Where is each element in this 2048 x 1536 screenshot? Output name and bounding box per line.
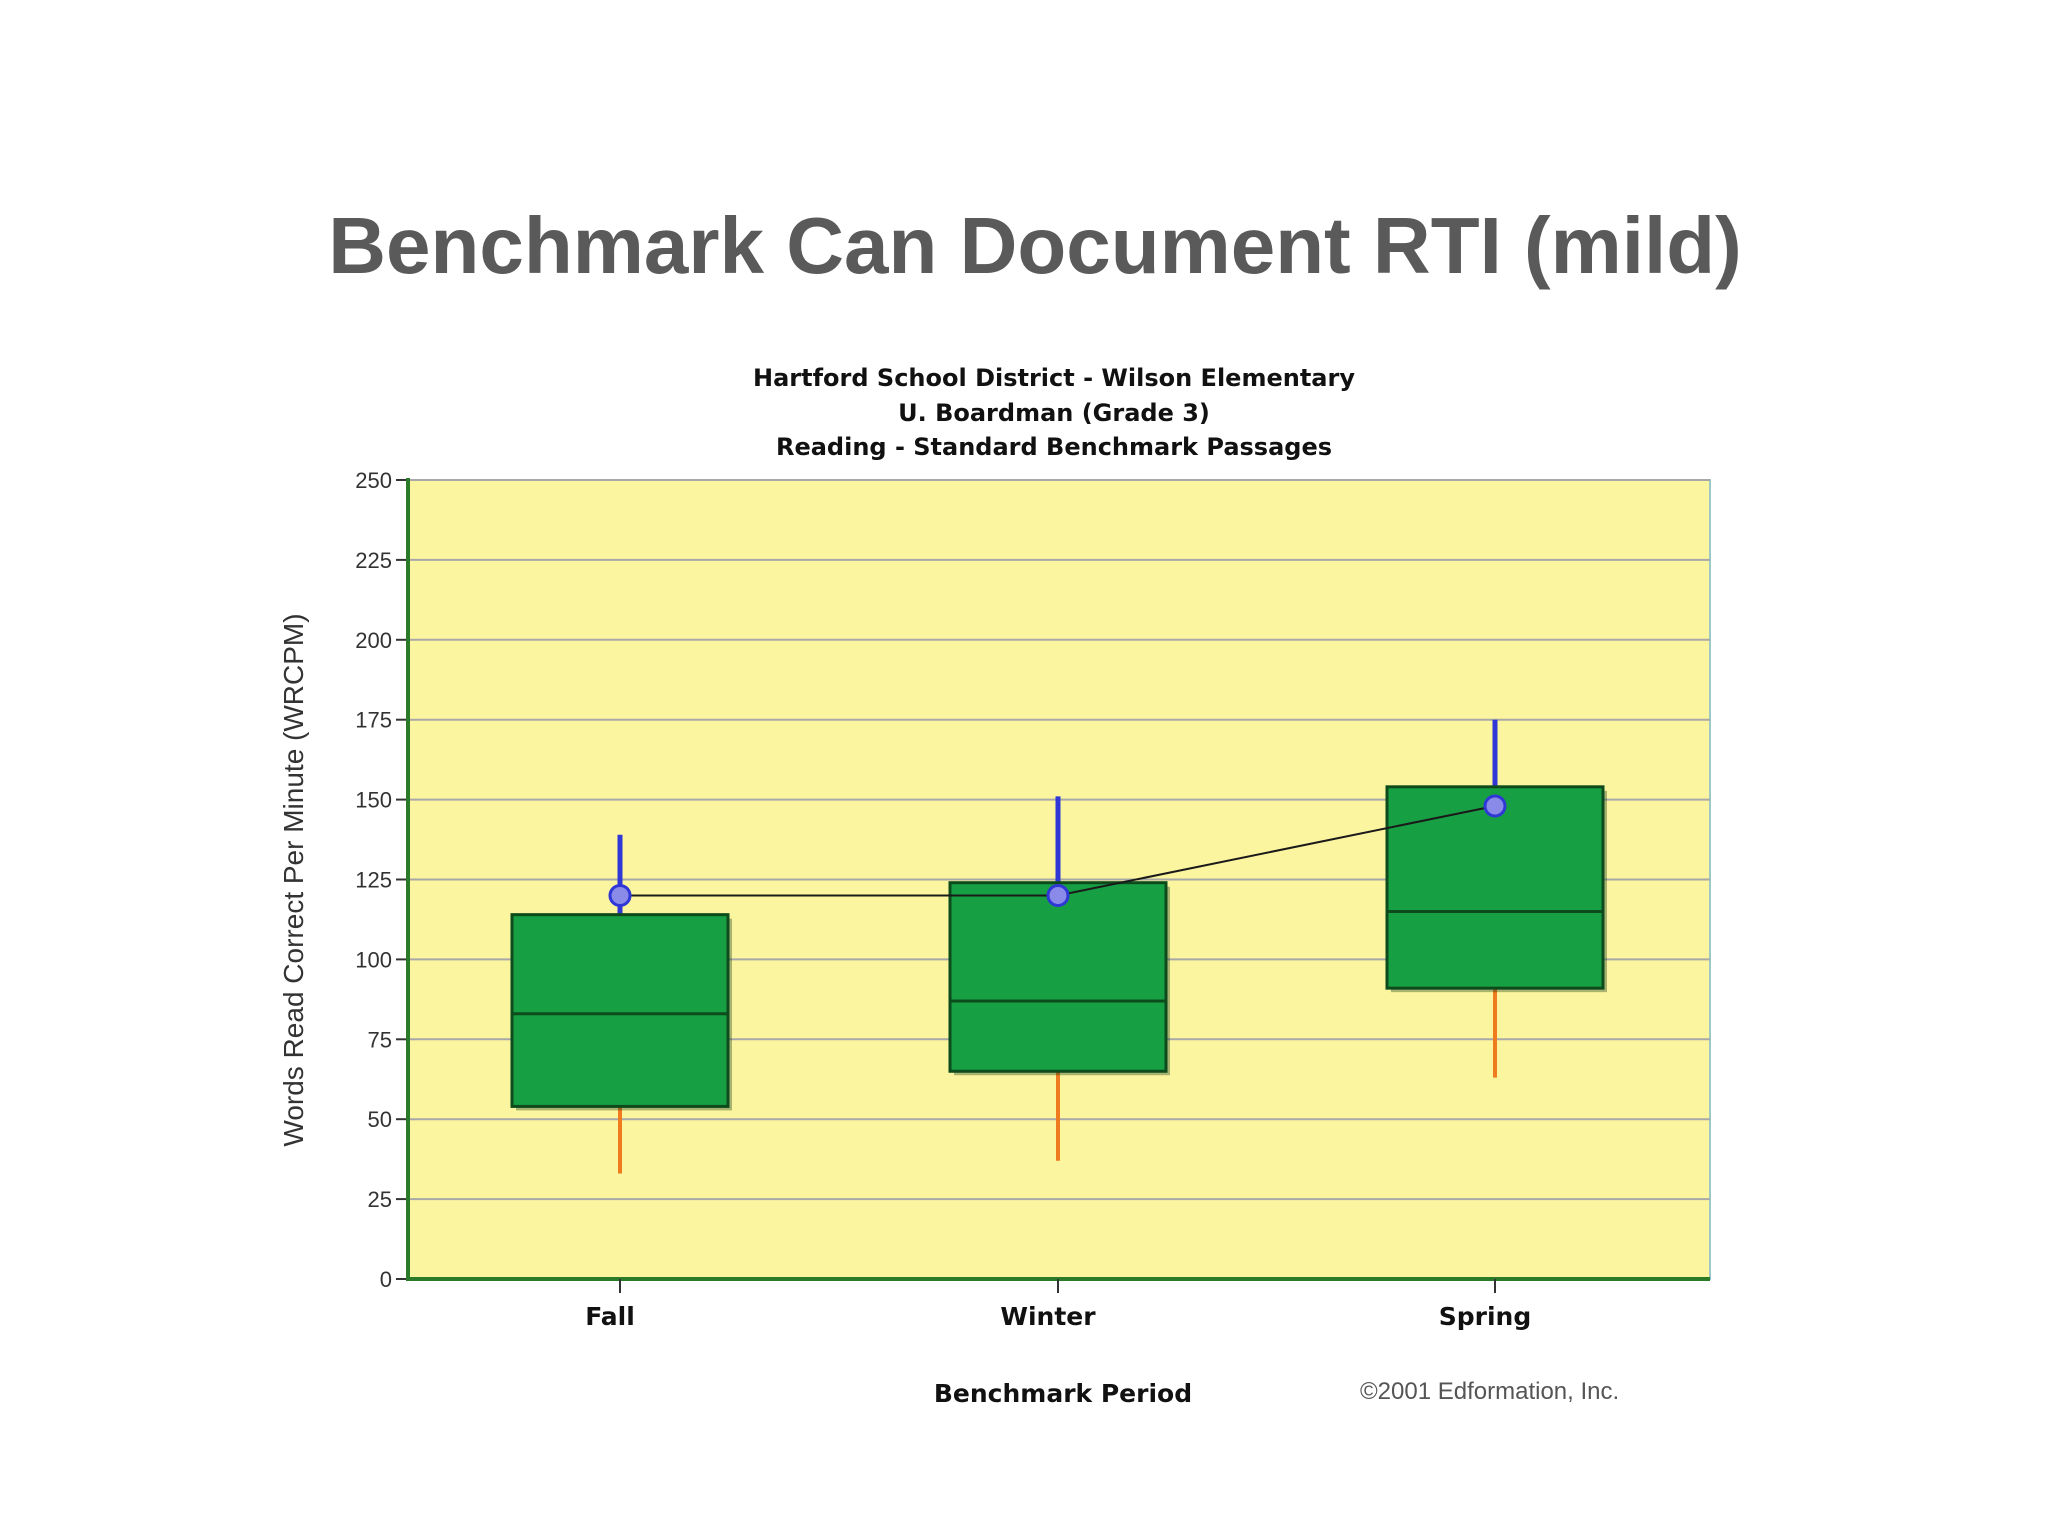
y-tick-label: 125 bbox=[355, 868, 392, 893]
chart-title-line-2: U. Boardman (Grade 3) bbox=[898, 399, 1210, 427]
y-tick-label: 0 bbox=[380, 1267, 392, 1292]
copyright-note: ©2001 Edformation, Inc. bbox=[1360, 1378, 1619, 1405]
box-iqr bbox=[510, 913, 730, 1108]
y-tick-label: 100 bbox=[355, 947, 392, 972]
box-iqr bbox=[948, 881, 1168, 1073]
y-tick-label: 50 bbox=[368, 1107, 392, 1132]
page-title: Benchmark Can Document RTI (mild) bbox=[328, 201, 1742, 290]
y-tick-label: 225 bbox=[355, 548, 392, 573]
y-tick-label: 150 bbox=[355, 788, 392, 813]
y-axis-label: Words Read Correct Per Minute (WRCPM) bbox=[278, 613, 309, 1146]
plot-area: 0 25 50 75 100 125 150 175 200 225 250 Fall Winter Sp… bbox=[355, 468, 1711, 1331]
x-tick-label: Fall bbox=[585, 1302, 635, 1331]
student-score-point bbox=[1483, 794, 1507, 818]
x-axis-label: Benchmark Period bbox=[934, 1379, 1192, 1408]
student-score-point bbox=[1046, 883, 1070, 907]
y-tick-label: 250 bbox=[355, 468, 392, 493]
chart-title-line-1: Hartford School District - Wilson Elemen… bbox=[753, 364, 1355, 392]
y-tick-label: 175 bbox=[355, 708, 392, 733]
chart-title-line-3: Reading - Standard Benchmark Passages bbox=[776, 433, 1332, 461]
y-tick-label: 200 bbox=[355, 628, 392, 653]
x-tick-label: Winter bbox=[1000, 1302, 1096, 1331]
student-score-point bbox=[608, 883, 632, 907]
y-tick-label: 25 bbox=[368, 1187, 392, 1212]
x-tick-label: Spring bbox=[1439, 1302, 1532, 1331]
y-tick-label: 75 bbox=[368, 1027, 392, 1052]
